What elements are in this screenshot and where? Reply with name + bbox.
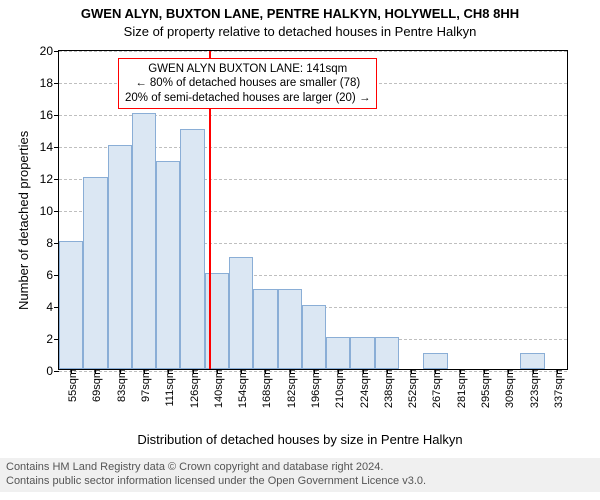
histogram-bar <box>375 337 399 369</box>
histogram-bar <box>326 337 350 369</box>
x-tick-mark <box>435 369 436 374</box>
y-tick-mark <box>54 211 59 212</box>
histogram-bar <box>253 289 277 369</box>
x-tick-label: 267sqm <box>427 369 443 408</box>
y-tick-mark <box>54 147 59 148</box>
x-tick-label: 238sqm <box>379 369 395 408</box>
x-tick-label: 111sqm <box>160 369 176 407</box>
x-tick-mark <box>484 369 485 374</box>
x-tick-label: 252sqm <box>403 369 419 408</box>
x-tick-label: 126sqm <box>185 369 201 408</box>
histogram-bar <box>278 289 302 369</box>
x-tick-mark <box>95 369 96 374</box>
x-tick-label: 281sqm <box>452 369 468 408</box>
marker-infobox: GWEN ALYN BUXTON LANE: 141sqm ← 80% of d… <box>118 58 377 109</box>
x-tick-mark <box>193 369 194 374</box>
y-tick-mark <box>54 371 59 372</box>
x-axis-label: Distribution of detached houses by size … <box>0 432 600 447</box>
x-tick-label: 337sqm <box>549 369 565 408</box>
x-tick-label: 196sqm <box>306 369 322 408</box>
x-tick-mark <box>217 369 218 374</box>
footer-line2: Contains public sector information licen… <box>6 475 594 489</box>
histogram-bar <box>520 353 544 369</box>
x-tick-label: 168sqm <box>257 369 273 408</box>
x-tick-label: 154sqm <box>233 369 249 408</box>
page-subtitle: Size of property relative to detached ho… <box>0 24 600 39</box>
x-tick-mark <box>290 369 291 374</box>
x-tick-mark <box>411 369 412 374</box>
histogram-bar <box>423 353 447 369</box>
attribution-footer: Contains HM Land Registry data © Crown c… <box>0 458 600 492</box>
x-tick-label: 309sqm <box>500 369 516 408</box>
histogram-bar <box>302 305 326 369</box>
histogram-bar <box>180 129 204 369</box>
histogram-bar <box>350 337 374 369</box>
infobox-line1: GWEN ALYN BUXTON LANE: 141sqm <box>125 62 370 76</box>
x-tick-mark <box>144 369 145 374</box>
y-tick-mark <box>54 83 59 84</box>
x-tick-mark <box>460 369 461 374</box>
histogram-bar <box>59 241 83 369</box>
x-tick-mark <box>314 369 315 374</box>
x-tick-mark <box>265 369 266 374</box>
histogram-bar <box>108 145 132 369</box>
histogram-bar <box>156 161 180 369</box>
x-tick-mark <box>533 369 534 374</box>
y-axis-label: Number of detached properties <box>16 131 31 310</box>
x-tick-label: 182sqm <box>282 369 298 408</box>
histogram-bar <box>229 257 253 369</box>
infobox-line2: ← 80% of detached houses are smaller (78… <box>125 76 370 90</box>
x-tick-mark <box>241 369 242 374</box>
y-tick-mark <box>54 179 59 180</box>
x-tick-mark <box>557 369 558 374</box>
gridline <box>59 51 567 52</box>
x-tick-mark <box>71 369 72 374</box>
y-tick-mark <box>54 51 59 52</box>
x-tick-mark <box>508 369 509 374</box>
x-tick-label: 210sqm <box>330 369 346 408</box>
x-tick-mark <box>168 369 169 374</box>
x-tick-mark <box>363 369 364 374</box>
x-tick-mark <box>120 369 121 374</box>
x-tick-mark <box>338 369 339 374</box>
x-tick-label: 140sqm <box>209 369 225 408</box>
x-tick-label: 323sqm <box>525 369 541 408</box>
footer-line1: Contains HM Land Registry data © Crown c… <box>6 461 594 475</box>
infobox-line3: 20% of semi-detached houses are larger (… <box>125 91 370 105</box>
x-tick-mark <box>387 369 388 374</box>
x-tick-label: 224sqm <box>355 369 371 408</box>
y-tick-mark <box>54 115 59 116</box>
page-title: GWEN ALYN, BUXTON LANE, PENTRE HALKYN, H… <box>0 6 600 21</box>
histogram-bar <box>132 113 156 369</box>
histogram-bar <box>83 177 107 369</box>
x-tick-label: 295sqm <box>476 369 492 408</box>
